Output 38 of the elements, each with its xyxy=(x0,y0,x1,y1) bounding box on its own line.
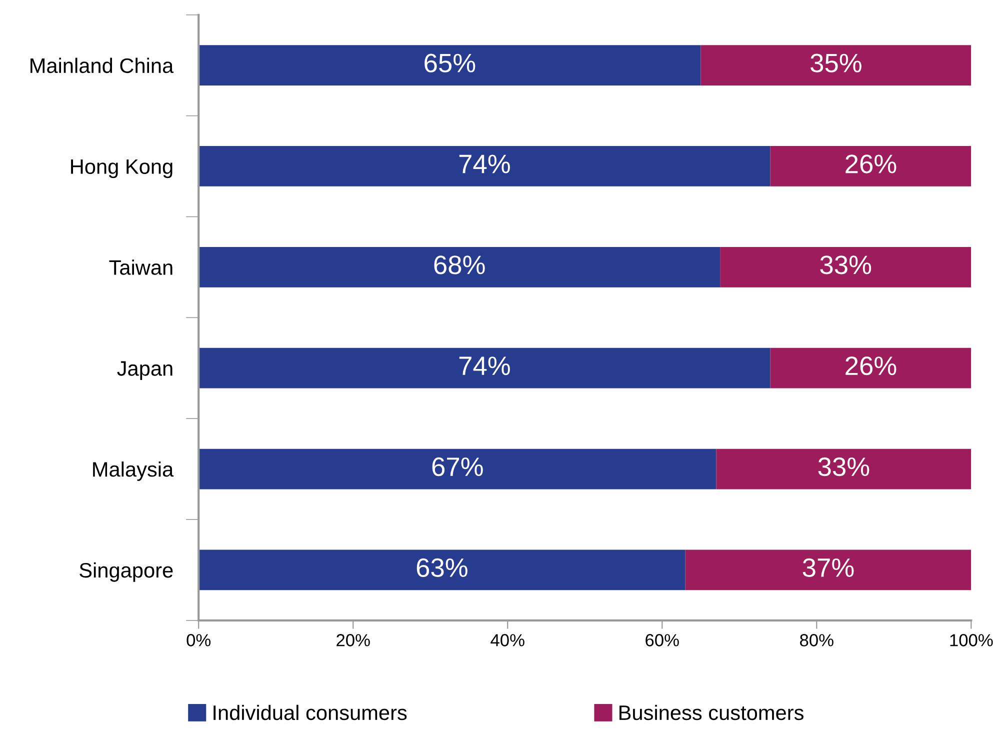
data-label: 26% xyxy=(846,356,896,376)
bar xyxy=(700,45,972,86)
x-tick-label: 0% xyxy=(186,634,211,646)
x-tick-label: 100% xyxy=(950,634,993,646)
y-tick-label: Malaysia xyxy=(93,461,174,481)
y-tick-label: Singapore xyxy=(80,562,173,582)
bar xyxy=(198,448,716,490)
y-tick-label: Japan xyxy=(117,361,172,380)
data-label: 65% xyxy=(424,54,476,72)
bar xyxy=(198,246,720,288)
data-label: 26% xyxy=(846,154,896,174)
y-tick-label: Taiwan xyxy=(109,260,172,275)
bar xyxy=(716,448,972,490)
x-tick-label: 60% xyxy=(646,634,679,646)
y-tick-label: Hong Kong xyxy=(71,159,172,178)
data-label: 67% xyxy=(432,457,483,476)
data-label: 74% xyxy=(459,356,510,376)
bar xyxy=(770,348,972,388)
bar xyxy=(198,45,701,86)
data-label: 63% xyxy=(416,558,468,578)
bar xyxy=(198,348,770,388)
bar xyxy=(198,146,770,186)
x-tick-label: 40% xyxy=(490,634,524,646)
data-label: 33% xyxy=(818,457,870,476)
bar xyxy=(770,146,972,186)
legend-label: Business customers xyxy=(620,704,804,720)
data-label: 68% xyxy=(434,256,485,274)
data-label: 35% xyxy=(810,54,862,72)
bar xyxy=(198,550,686,590)
y-tick-label: Mainland China xyxy=(30,58,174,74)
data-label: 37% xyxy=(802,558,854,578)
legend-label: Individual consumers xyxy=(214,704,407,720)
bar xyxy=(685,550,972,590)
bar xyxy=(720,246,972,288)
x-tick-label: 20% xyxy=(336,634,370,646)
data-label: 33% xyxy=(820,256,872,274)
x-tick-label: 80% xyxy=(800,634,834,646)
data-label: 74% xyxy=(459,154,510,174)
